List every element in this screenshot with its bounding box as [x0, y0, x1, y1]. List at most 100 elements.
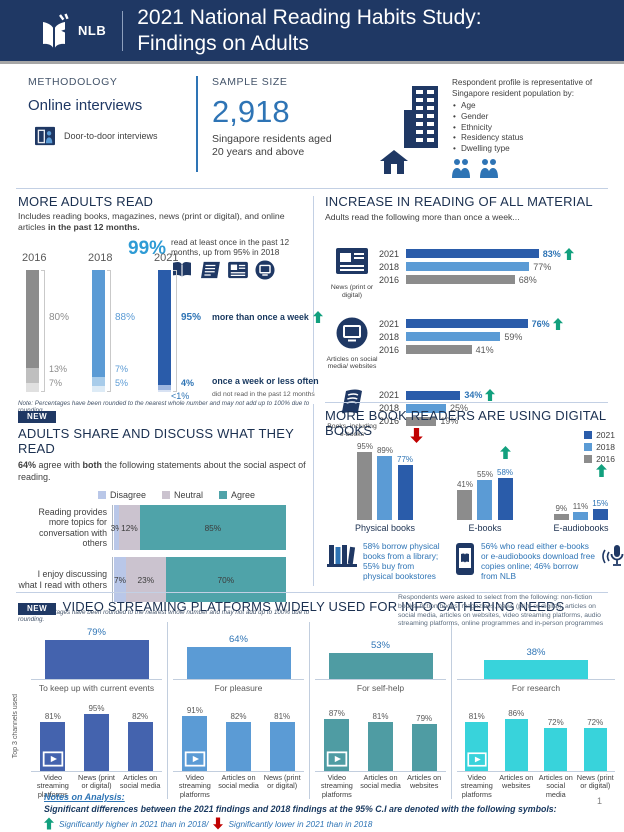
pct-label: 13%: [49, 364, 68, 374]
eaudiobooks-group: 9% 11% 15% E-audiobooks: [537, 430, 624, 533]
purpose-label: For pleasure: [214, 683, 263, 693]
trend-bar-2016: [26, 270, 39, 392]
section-title: VIDEO STREAMING PLATFORMS WIDELY USED FO…: [62, 599, 565, 614]
sample-size-value: 2,918: [212, 94, 290, 129]
stacked-bar-row: Reading provides more topics for convers…: [18, 505, 310, 551]
digital-books-callout: 56% who read either e-books or e-audiobo…: [455, 541, 624, 582]
reading-material-icons: [171, 260, 275, 280]
channel-label: News (print or digital): [576, 773, 614, 791]
purpose-label: For self-help: [356, 683, 405, 693]
pct-label: 7%: [115, 364, 129, 374]
play-button-icon: [326, 751, 348, 767]
group-label: E-audiobooks: [553, 523, 609, 533]
usage-chart: 64%: [173, 622, 304, 680]
news-icon: [336, 247, 368, 274]
bar-row: 2021 76%: [379, 317, 615, 330]
pct-label: 95%: [181, 312, 202, 323]
bookshelf-icon: [327, 545, 357, 567]
pct-label: 88%: [115, 312, 136, 323]
channel-bars: 81% 86% 72% 72%: [457, 696, 615, 772]
neutral-segment: 23%: [126, 557, 166, 603]
bar-2021: 77%: [397, 455, 413, 520]
annotation-did-not-read: did not read in the past 12 months: [212, 391, 315, 398]
bar-2016: 95%: [357, 442, 373, 520]
methodology-block: METHODOLOGY Online interviews Door-to-do…: [28, 76, 188, 146]
up-arrow-icon: [563, 247, 574, 260]
reading-material-group: News (print or digital) 2021 83% 2018 77…: [325, 247, 615, 300]
bar-2018: [406, 403, 446, 413]
channel-bar: 81%: [269, 712, 295, 771]
section-divider: [325, 402, 608, 403]
legend-item: Neutral: [162, 490, 203, 500]
agree-segment: 85%: [139, 505, 286, 551]
bar-2018: [406, 332, 501, 341]
play-button-icon: [467, 752, 487, 767]
notes-legend: Significantly higher in 2021 than in 201…: [44, 817, 564, 830]
section-intro: 64% agree with both the following statem…: [18, 460, 306, 482]
newspaper-icon: [201, 261, 220, 279]
pct-label: 5%: [115, 378, 129, 388]
bar-row: 2016 19%: [379, 416, 459, 427]
share-discuss-section: NEW ADULTS SHARE AND DISCUSS WHAT THEY R…: [18, 406, 310, 623]
notes-on-analysis: Notes on Analysis: Significant differenc…: [44, 792, 564, 830]
bar-row: 2021 83%: [379, 247, 615, 260]
up-arrow-icon: [44, 817, 54, 830]
swatch-2018: [584, 443, 593, 451]
channel-bar: 81%: [367, 712, 393, 771]
bar-2018: 55%: [477, 470, 493, 520]
disagree-segment: 3%: [111, 505, 123, 551]
profile-list: Age Gender Ethnicity Residency status Dw…: [452, 101, 614, 154]
channel-bar: 72%: [544, 718, 568, 771]
group-label: Books, including e-books: [327, 423, 377, 438]
profile-item: Age: [452, 101, 614, 112]
bar-2021: [406, 319, 528, 328]
digital-books-section: MORE BOOK READERS ARE USING DIGITAL BOOK…: [325, 408, 624, 596]
group-label: E-books: [468, 523, 502, 533]
nlb-logo: NLB: [34, 13, 106, 49]
year-label: 2018: [88, 252, 113, 264]
bar-row: 2016 68%: [379, 274, 537, 285]
purpose-group-current-events: 79% To keep up with current events 81% 9…: [26, 622, 168, 800]
section-divider: [16, 188, 608, 189]
group-label: Physical books: [354, 523, 416, 533]
stacked-bar-row: I enjoy discussing what I read with othe…: [18, 557, 310, 603]
purpose-label: To keep up with current events: [38, 683, 155, 693]
overview-strip: METHODOLOGY Online interviews Door-to-do…: [0, 70, 624, 186]
channel-bar: 81%: [465, 712, 489, 771]
legend-item: 2016: [584, 454, 615, 464]
digital-books-callouts: 58% borrow physical books from a library…: [327, 541, 624, 582]
pct-label: 80%: [49, 312, 70, 323]
channel-bar: 79%: [411, 714, 437, 771]
play-button-icon: [184, 751, 206, 767]
disagree-segment: 7%: [114, 557, 127, 603]
nlb-book-logo-icon: [43, 13, 69, 48]
channel-bars: 91% 82% 81%: [173, 696, 304, 772]
physical-books-group: 95% 89% 77% Physical books: [337, 428, 433, 533]
sample-size-description: Singapore residents aged 20 years and ab…: [212, 133, 332, 159]
annotation-more-than-once: more than once a week: [212, 311, 323, 323]
usage-chart: 38%: [457, 622, 615, 680]
neutral-segment: 12%: [119, 505, 140, 551]
building-icon: [404, 86, 438, 148]
profile-item: Residency status: [452, 133, 614, 144]
section-title: INCREASE IN READING OF ALL MATERIAL: [325, 194, 593, 209]
header: NLB 2021 National Reading Habits Study: …: [0, 0, 624, 64]
purpose-group-pleasure: 64% For pleasure 91% 82%: [168, 622, 310, 800]
purpose-group-self-help: 53% For self-help 87% 81%: [310, 622, 452, 800]
video-streaming-section: NEW VIDEO STREAMING PLATFORMS WIDELY USE…: [10, 594, 616, 800]
year-label: 2016: [22, 252, 47, 264]
house-icon: [380, 150, 408, 174]
section-subtitle: Includes reading books, magazines, news …: [18, 211, 285, 232]
section-subtitle: Adults read the following more than once…: [325, 212, 520, 222]
rounding-note: Note: Percentages have been rounded to t…: [18, 400, 310, 414]
bar-row: 2018 25%: [379, 403, 469, 414]
usage-bar: [484, 660, 588, 679]
disagree-swatch: [98, 491, 106, 500]
usage-bar: [44, 639, 149, 679]
channel-label: Articles on social media: [360, 773, 401, 791]
section-divider: [16, 592, 608, 593]
page-number: 1: [596, 796, 602, 806]
purpose-label: For research: [511, 683, 561, 693]
section-title: MORE ADULTS READ: [18, 194, 154, 209]
usage-bar: [186, 647, 291, 679]
